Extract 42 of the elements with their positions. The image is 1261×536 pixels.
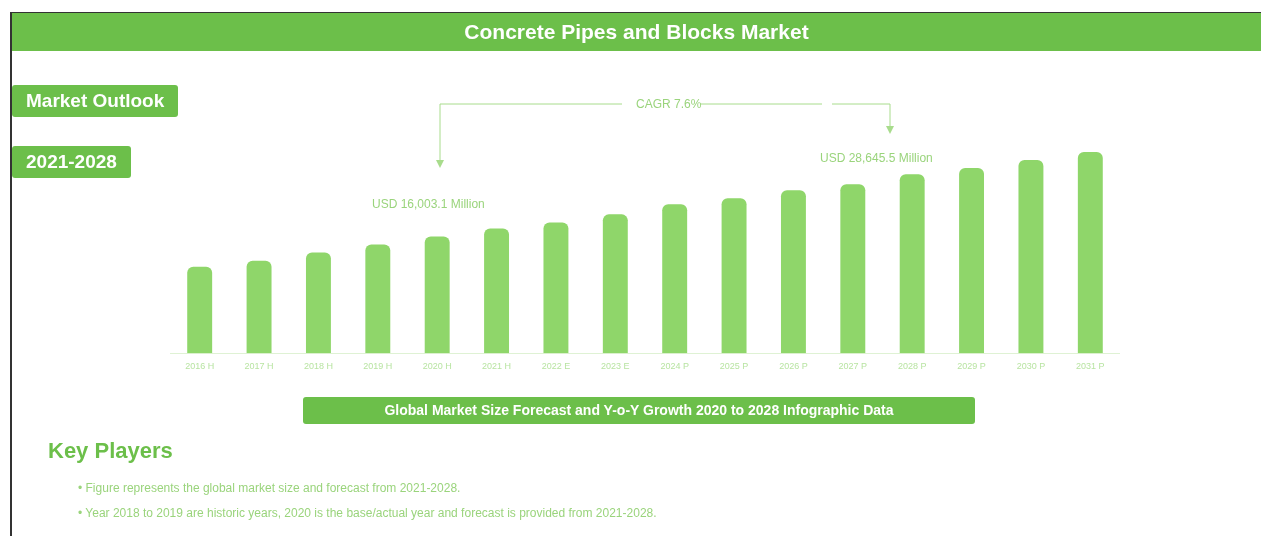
x-tick-label: 2027 P — [838, 361, 868, 372]
x-tick-label: 2016 H — [185, 361, 215, 372]
bar — [305, 252, 331, 354]
text: 2021-2028 — [12, 146, 131, 178]
x-tick-label: 2028 P — [897, 361, 927, 372]
bar — [424, 236, 450, 354]
bar — [246, 260, 272, 354]
text: Market Outlook — [12, 85, 179, 117]
x-tick-label: 2030 P — [1016, 361, 1046, 372]
bar — [840, 184, 866, 354]
x-tick-label: 2022 E — [541, 361, 571, 372]
x-tick-label: 2020 H — [422, 361, 452, 372]
x-tick-label: 2017 H — [244, 361, 274, 372]
x-tick-label: 2031 P — [1076, 361, 1105, 372]
bar — [1077, 152, 1103, 354]
x-tick-label: 2029 P — [957, 361, 986, 372]
bar — [721, 198, 747, 354]
x-tick-label: 2019 H — [363, 361, 393, 372]
x-tick-label: 2018 H — [303, 361, 333, 372]
text: Global Market Size Forecast and Y-o-Y Growth 2020 to 2028 Infographic Data — [303, 397, 975, 424]
bar — [365, 244, 391, 354]
bar — [662, 204, 688, 354]
bar — [543, 222, 569, 354]
text: CAGR 7.6% — [636, 97, 702, 111]
text: • Figure represents the global market size and forecast from 2021-2028. — [78, 481, 461, 495]
bar — [780, 190, 806, 354]
bar — [602, 214, 628, 354]
text: • Year 2018 to 2019 are historic years, 2020 is the base/actual year and forecast is provided from 2021-2028. — [78, 506, 657, 520]
bar — [187, 266, 213, 354]
x-tick-label: 2021 H — [482, 361, 512, 372]
x-tick-label: 2024 P — [660, 361, 689, 372]
chart-title: Concrete Pipes and Blocks Market — [12, 13, 1261, 51]
bar — [959, 168, 985, 354]
x-tick-label: 2026 P — [779, 361, 808, 372]
x-tick-label: 2025 P — [719, 361, 749, 372]
bar — [1018, 160, 1044, 354]
annotation: USD 28,645.5 Million — [820, 151, 933, 165]
bar — [484, 228, 510, 354]
annotation: USD 16,003.1 Million — [372, 197, 485, 211]
x-tick-label: 2023 E — [601, 361, 630, 372]
bar — [899, 174, 925, 354]
text: Key Players — [48, 438, 173, 464]
